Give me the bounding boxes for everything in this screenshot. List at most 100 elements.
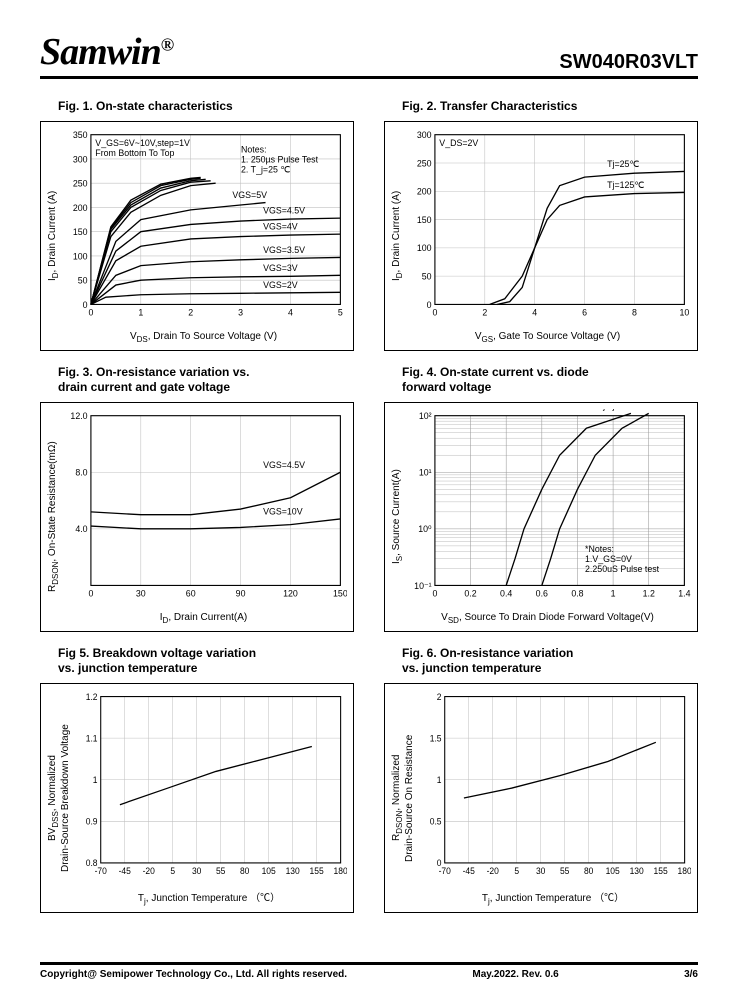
chart-frame: ID, Drain Current (A)0123450501001502002… [40,121,354,351]
chart-plot: -70-45-20530558010513015518000.511.52 [415,690,691,887]
svg-text:Tj=25℃: Tj=25℃ [607,409,639,411]
svg-text:1.V_GS=0V: 1.V_GS=0V [585,554,632,564]
svg-text:50: 50 [78,276,88,286]
svg-text:300: 300 [417,130,432,140]
svg-text:1: 1 [437,775,442,785]
svg-text:4: 4 [288,308,293,318]
x-axis-label: VSD, Source To Drain Diode Forward Volta… [404,612,691,625]
svg-text:1: 1 [138,308,143,318]
chart-frame: ID, Drain Current (A)0246810050100150200… [384,121,698,351]
figure-cell: Fig. 4. On-state current vs. diode forwa… [384,365,698,632]
svg-text:60: 60 [186,589,196,599]
figure-grid: Fig. 1. On-state characteristics ID, Drai… [40,99,698,913]
svg-text:90: 90 [236,589,246,599]
svg-text:5: 5 [514,866,519,876]
chart-plot: 0246810050100150200250300Tj=25℃Tj=125℃V_… [404,128,691,329]
x-axis-label: Tj, Junction Temperature （℃） [71,889,347,906]
svg-text:10²: 10² [419,411,432,421]
svg-text:0.8: 0.8 [571,589,583,599]
svg-text:10¹: 10¹ [419,468,432,478]
svg-text:5: 5 [338,308,343,318]
svg-text:0: 0 [432,589,437,599]
svg-text:130: 130 [630,866,644,876]
svg-text:VGS=4V: VGS=4V [263,222,298,232]
svg-text:2. T_j=25 ℃: 2. T_j=25 ℃ [241,165,290,175]
svg-text:5: 5 [170,866,175,876]
svg-text:V_DS=2V: V_DS=2V [439,138,478,148]
svg-text:VGS=10V: VGS=10V [263,507,303,517]
figure-cell: Fig. 3. On-resistance variation vs. drai… [40,365,354,632]
svg-text:*Notes:: *Notes: [585,544,614,554]
figure-cell: Fig. 6. On-resistance variation vs. junc… [384,646,698,913]
svg-text:1: 1 [611,589,616,599]
svg-text:180: 180 [334,866,347,876]
y-axis-label: ID, Drain Current (A) [47,128,60,344]
svg-text:Notes:: Notes: [241,145,267,155]
y-axis-label: RDSON, NormalizedDrain-Source On Resista… [391,690,415,906]
svg-text:2: 2 [437,692,442,702]
svg-text:0: 0 [432,308,437,318]
svg-text:1.2: 1.2 [643,589,655,599]
svg-text:-45: -45 [463,866,475,876]
svg-text:0: 0 [437,858,442,868]
svg-text:2.250uS Pulse test: 2.250uS Pulse test [585,564,660,574]
chart-frame: RDSON, NormalizedDrain-Source On Resista… [384,683,698,913]
svg-text:0.8: 0.8 [86,858,98,868]
svg-text:200: 200 [417,187,432,197]
svg-text:-20: -20 [487,866,499,876]
chart-frame: BVDSS, NormalizedDrain-Source Breakdown … [40,683,354,913]
svg-text:80: 80 [240,866,250,876]
x-axis-label: Tj, Junction Temperature （℃） [415,889,691,906]
svg-text:VGS=2V: VGS=2V [263,280,298,290]
svg-text:180: 180 [678,866,691,876]
svg-text:120: 120 [283,589,298,599]
svg-text:10: 10 [679,308,689,318]
svg-text:100: 100 [417,244,432,254]
svg-text:55: 55 [216,866,226,876]
svg-text:Tj=125℃: Tj=125℃ [607,180,644,190]
svg-text:-20: -20 [143,866,155,876]
footer-rev: May.2022. Rev. 0.6 [472,969,558,980]
svg-text:150: 150 [333,589,347,599]
figure-title: Fig. 1. On-state characteristics [58,99,354,113]
figure-title: Fig. 3. On-resistance variation vs. drai… [58,365,354,394]
svg-text:105: 105 [262,866,276,876]
figure-cell: Fig. 1. On-state characteristics ID, Drai… [40,99,354,351]
svg-text:150: 150 [73,227,88,237]
figure-title: Fig 5. Breakdown voltage variation vs. j… [58,646,354,675]
svg-text:0: 0 [427,300,432,310]
svg-text:155: 155 [310,866,324,876]
svg-text:10⁻¹: 10⁻¹ [414,581,431,591]
figure-title: Fig. 2. Transfer Characteristics [402,99,698,113]
svg-text:VGS=3.5V: VGS=3.5V [263,245,305,255]
svg-text:1.5: 1.5 [430,733,442,743]
svg-text:2: 2 [482,308,487,318]
page-header: Samwin® SW040R03VLT [40,30,698,79]
svg-text:350: 350 [73,130,88,140]
page-footer: Copyright@ Semipower Technology Co., Ltd… [40,962,698,980]
svg-text:0: 0 [88,589,93,599]
logo: Samwin® [40,30,173,74]
svg-text:6: 6 [582,308,587,318]
svg-text:200: 200 [73,203,88,213]
y-axis-label: IS, Source Current(A) [391,409,404,625]
x-axis-label: VGS, Gate To Source Voltage (V) [404,331,691,344]
svg-text:30: 30 [136,589,146,599]
svg-text:105: 105 [606,866,620,876]
logo-reg: ® [161,34,173,54]
chart-plot: 00.20.40.60.811.21.410⁻¹10⁰10¹10²Tj=150℃… [404,409,691,610]
figure-title: Fig. 6. On-resistance variation vs. junc… [402,646,698,675]
svg-text:4: 4 [532,308,537,318]
svg-text:2: 2 [188,308,193,318]
y-axis-label: ID, Drain Current (A) [391,128,404,344]
svg-text:12.0: 12.0 [70,411,87,421]
svg-text:100: 100 [73,252,88,262]
footer-copyright: Copyright@ Semipower Technology Co., Ltd… [40,969,347,980]
svg-text:3: 3 [238,308,243,318]
svg-text:Tj=25℃: Tj=25℃ [607,159,639,169]
svg-text:1.2: 1.2 [86,692,98,702]
svg-text:150: 150 [417,215,432,225]
svg-text:1: 1 [93,775,98,785]
chart-frame: RDSON, On-State Resistance(mΩ)0306090120… [40,402,354,632]
svg-text:250: 250 [417,159,432,169]
